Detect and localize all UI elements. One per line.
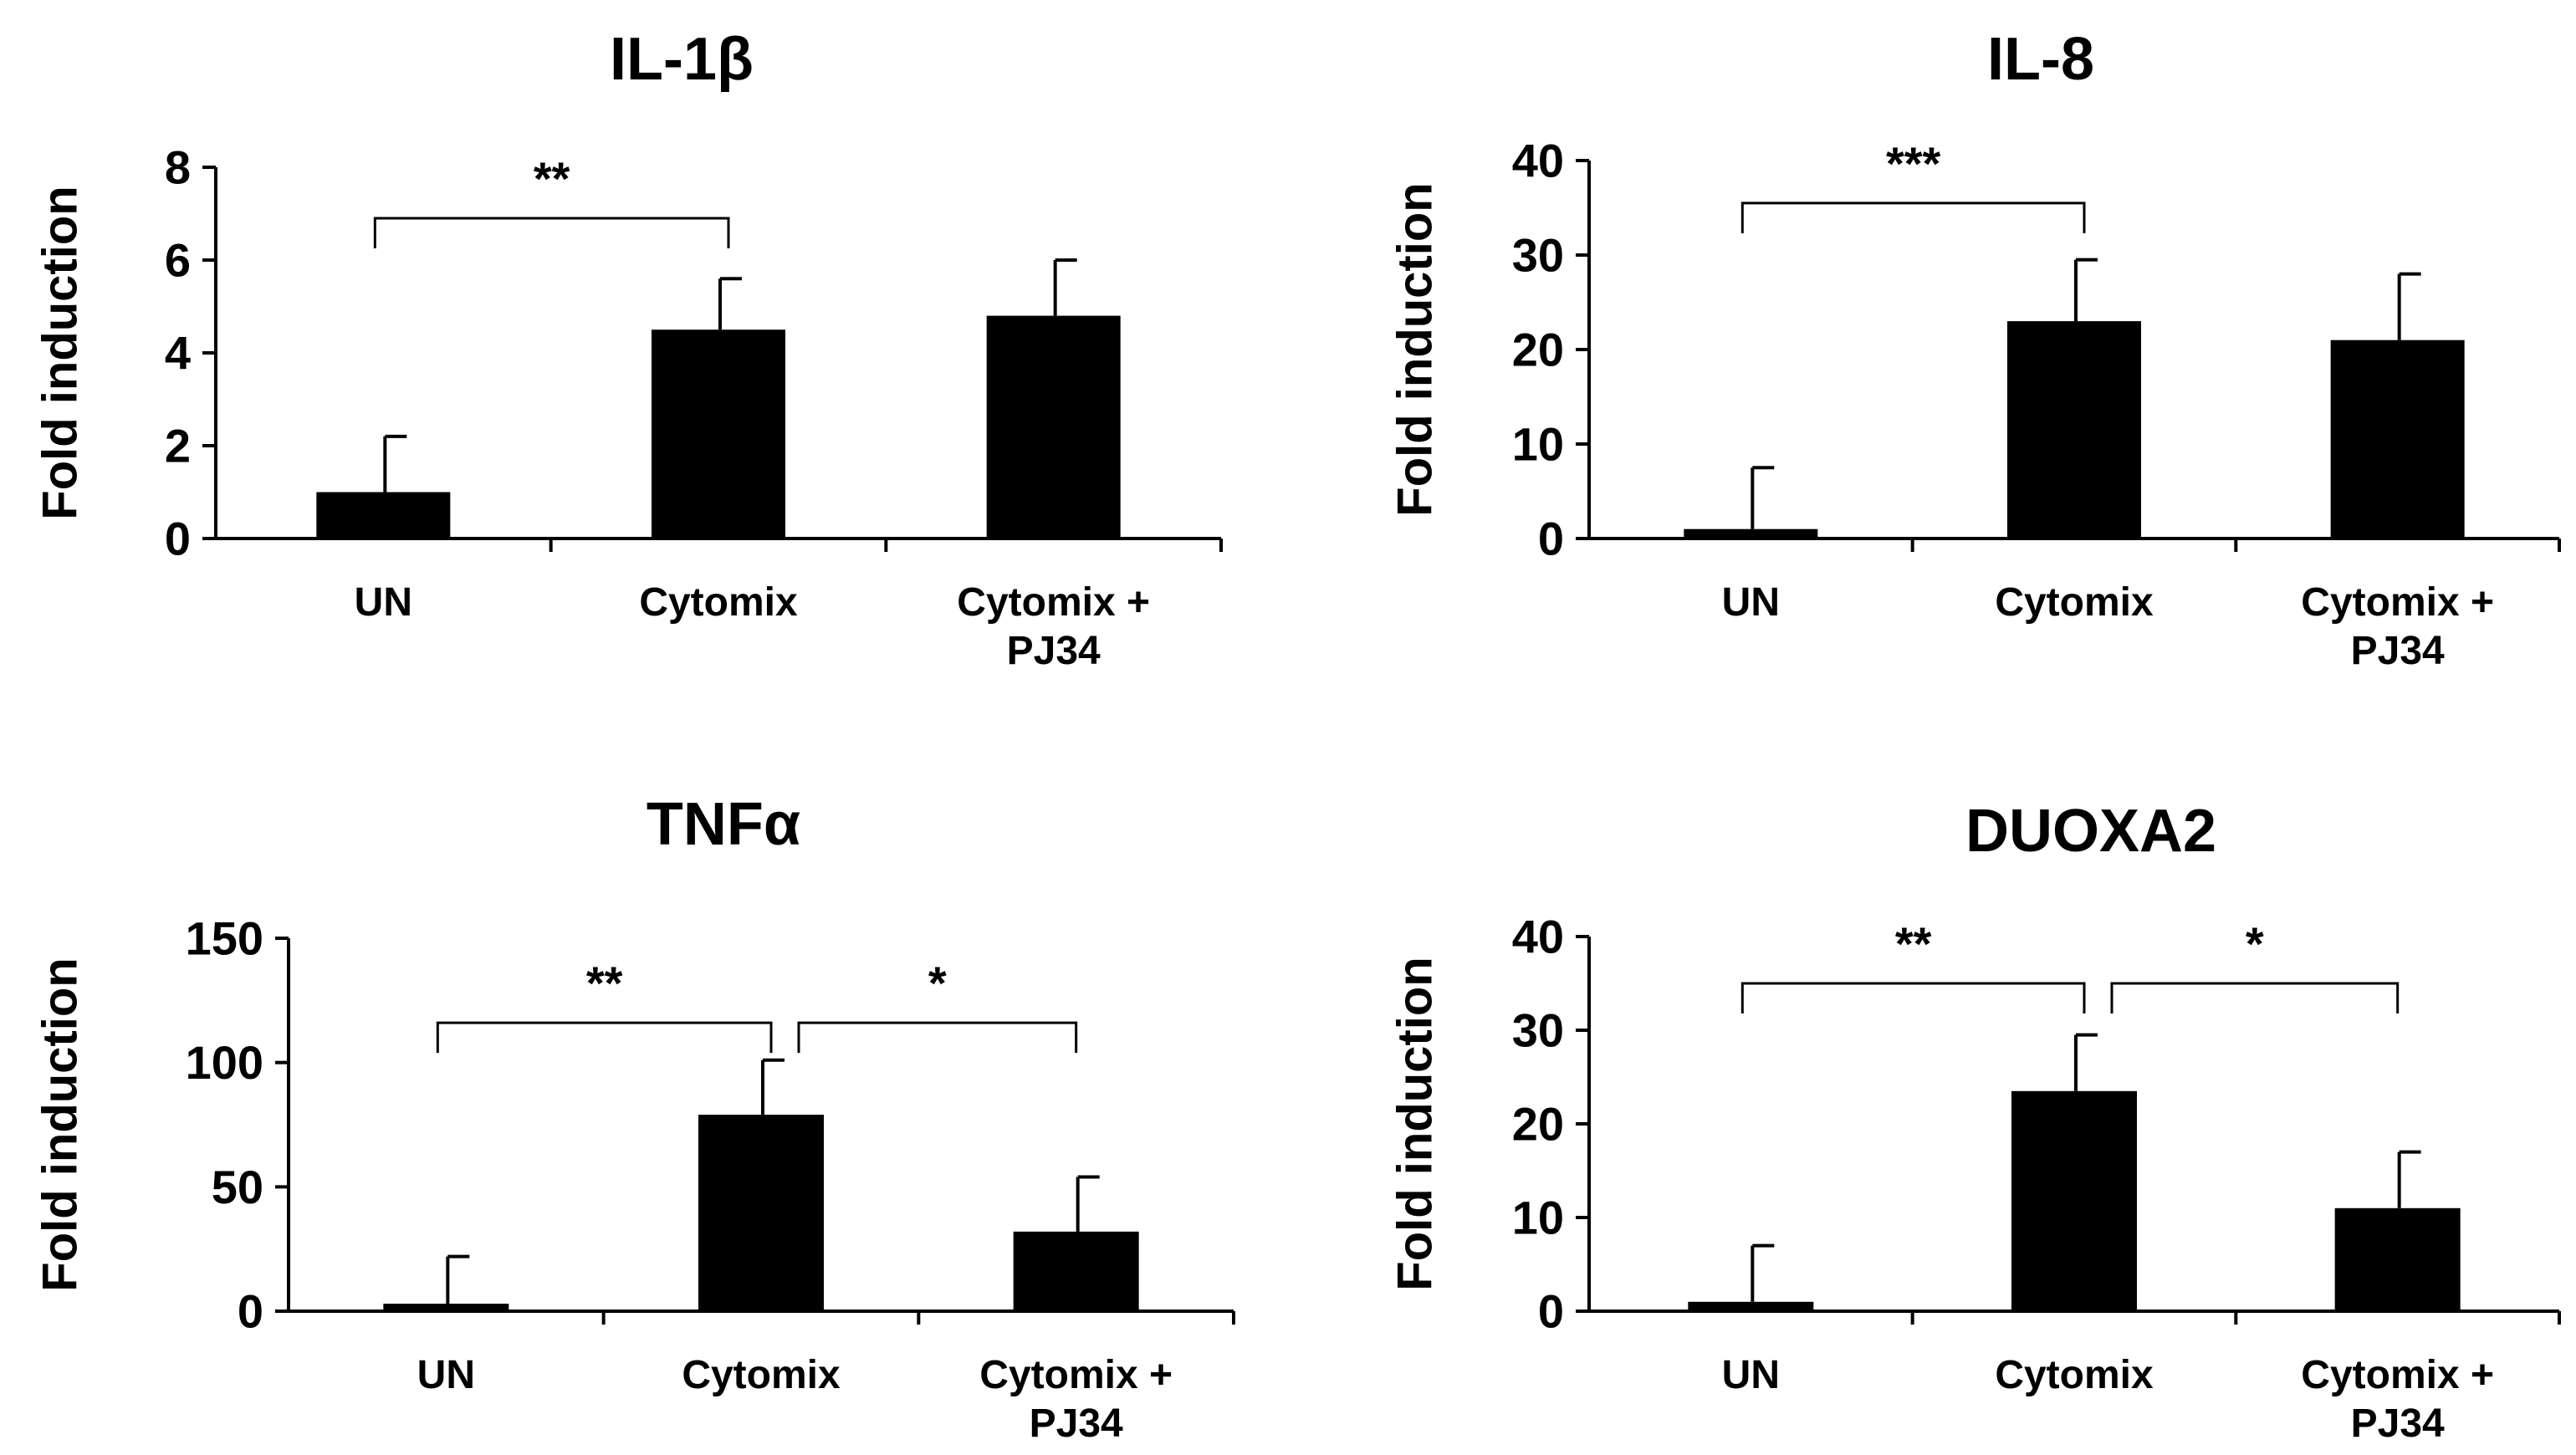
y-axis-label: Fold induction xyxy=(33,186,88,519)
significance-bracket xyxy=(1740,202,2086,233)
bar-1 xyxy=(1688,1301,1814,1311)
x-tick-label: PJ34 xyxy=(1007,629,1101,673)
x-tick-label: UN xyxy=(417,1353,475,1397)
significance-label: ** xyxy=(1895,917,1932,970)
x-tick-label: Cytomix + xyxy=(2301,580,2494,625)
y-tick-label: 20 xyxy=(1512,324,1564,376)
significance-label: *** xyxy=(1886,137,1941,190)
bar-1 xyxy=(383,1304,509,1311)
chart-panel-3: TNFα Fold induction 0 50 100 150 UN Cytomix Cyto… xyxy=(33,791,1235,1446)
y-tick-label: 150 xyxy=(186,912,263,965)
significance-label: ** xyxy=(534,152,570,205)
y-tick-label: 8 xyxy=(165,141,191,194)
y-tick-label: 0 xyxy=(1538,1285,1564,1338)
significance-bracket xyxy=(373,217,730,249)
y-tick-label: 2 xyxy=(165,420,191,472)
significance-label: ** xyxy=(586,957,623,1009)
y-tick-label: 20 xyxy=(1512,1098,1564,1151)
y-tick-label: 0 xyxy=(165,513,191,565)
chart-panel-1: IL-1β Fold induction 0 2 4 6 8 UN Cytomix Cytomix… xyxy=(33,26,1223,673)
chart-title: IL-8 xyxy=(1987,26,2094,93)
y-tick-label: 30 xyxy=(1512,229,1564,282)
bar-1 xyxy=(1684,528,1818,539)
y-tick-label: 6 xyxy=(165,234,191,287)
bar-3 xyxy=(2330,340,2465,539)
bar-2 xyxy=(698,1115,824,1311)
y-axis-label: Fold induction xyxy=(1388,182,1443,516)
significance-label: * xyxy=(2246,917,2264,970)
bar-1 xyxy=(316,492,451,539)
bar-3 xyxy=(986,315,1121,539)
x-tick-label: Cytomix + xyxy=(979,1353,1173,1397)
y-tick-label: 100 xyxy=(186,1036,263,1089)
x-tick-label: Cytomix + xyxy=(2301,1353,2494,1397)
chart-panel-4: DUOXA2 Fold induction 0 10 20 30 40 UN Cytomix Cy… xyxy=(1388,798,2561,1446)
x-tick-label: UN xyxy=(1722,580,1780,625)
bar-3 xyxy=(2334,1207,2461,1311)
significance-label: * xyxy=(928,957,947,1009)
y-tick-label: 0 xyxy=(1538,513,1564,565)
significance-bracket xyxy=(2110,982,2400,1013)
x-tick-label: Cytomix xyxy=(682,1353,841,1397)
y-tick-label: 4 xyxy=(165,327,191,380)
x-tick-label: PJ34 xyxy=(1030,1401,1123,1446)
y-tick-label: 40 xyxy=(1512,911,1564,963)
y-tick-label: 40 xyxy=(1512,135,1564,187)
chart-title: TNFα xyxy=(647,791,800,858)
x-tick-label: Cytomix xyxy=(1995,1353,2154,1397)
x-tick-label: Cytomix xyxy=(1995,580,2154,625)
significance-bracket xyxy=(1740,982,2086,1013)
chart-title: IL-1β xyxy=(610,26,754,93)
chart-panel-2: IL-8 Fold induction 0 10 20 30 40 UN Cytomix Cyto… xyxy=(1388,26,2561,673)
x-tick-label: Cytomix + xyxy=(957,580,1150,625)
y-tick-label: 0 xyxy=(238,1285,263,1338)
bar-2 xyxy=(2007,321,2141,539)
y-tick-label: 30 xyxy=(1512,1004,1564,1057)
x-tick-label: Cytomix xyxy=(639,580,798,625)
bar-2 xyxy=(2011,1090,2137,1311)
y-axis-label: Fold induction xyxy=(1388,957,1443,1290)
significance-bracket xyxy=(436,1021,773,1054)
bar-3 xyxy=(1013,1231,1139,1311)
x-tick-label: PJ34 xyxy=(2351,629,2445,673)
x-tick-label: UN xyxy=(1722,1353,1780,1397)
y-tick-label: 10 xyxy=(1512,418,1564,471)
bar-2 xyxy=(652,329,785,539)
y-tick-label: 10 xyxy=(1512,1192,1564,1244)
significance-bracket xyxy=(797,1021,1078,1054)
x-tick-label: PJ34 xyxy=(2351,1401,2445,1446)
x-tick-label: UN xyxy=(355,580,412,625)
chart-title: DUOXA2 xyxy=(1965,798,2216,865)
y-axis-label: Fold induction xyxy=(33,957,88,1291)
y-tick-label: 50 xyxy=(212,1161,263,1213)
